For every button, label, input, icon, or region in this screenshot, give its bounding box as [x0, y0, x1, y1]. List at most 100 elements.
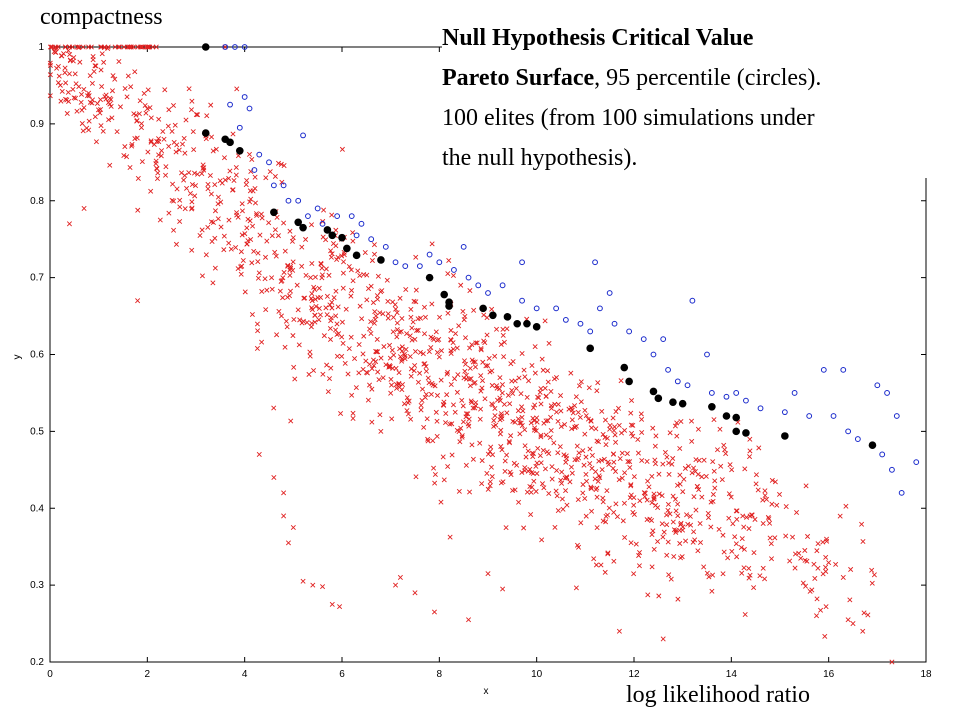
- cross-marker: [340, 285, 346, 291]
- cross-marker: [137, 44, 143, 50]
- cross-marker: [64, 110, 70, 116]
- cross-marker: [712, 478, 718, 484]
- cross-marker: [269, 233, 275, 239]
- cross-marker: [154, 165, 160, 171]
- cross-marker: [510, 418, 516, 424]
- cross-marker: [582, 407, 588, 413]
- cross-marker: [404, 395, 410, 401]
- cross-marker: [318, 260, 324, 266]
- cross-marker: [272, 227, 278, 233]
- cross-marker: [498, 443, 504, 449]
- cross-marker: [747, 448, 753, 454]
- cross-marker: [630, 433, 636, 439]
- cross-marker: [333, 243, 339, 249]
- cross-marker: [467, 288, 473, 294]
- cross-marker: [519, 350, 525, 357]
- cross-marker: [619, 475, 625, 481]
- filled-circle-point: [489, 311, 497, 320]
- cross-marker: [532, 425, 538, 431]
- cross-marker: [450, 273, 456, 279]
- cross-marker: [618, 378, 624, 384]
- cross-marker: [445, 310, 451, 316]
- cross-marker: [470, 405, 476, 411]
- cross-marker: [670, 493, 676, 499]
- cross-marker: [353, 385, 359, 391]
- cross-marker: [677, 555, 684, 561]
- filled-circle-point: [625, 377, 633, 386]
- open-circle-point: [684, 382, 691, 389]
- cross-marker: [432, 480, 438, 486]
- cross-marker: [235, 214, 241, 220]
- open-circle-point: [577, 320, 584, 327]
- cross-marker: [413, 287, 419, 293]
- open-circle-markers: [222, 44, 920, 496]
- cross-marker: [443, 410, 449, 417]
- cross-marker: [433, 329, 439, 335]
- cross-marker: [386, 363, 392, 369]
- cross-marker: [622, 470, 628, 476]
- cross-marker: [275, 233, 281, 239]
- cross-marker: [563, 488, 569, 494]
- cross-marker: [64, 97, 70, 103]
- cross-marker: [371, 251, 378, 257]
- cross-marker: [153, 158, 159, 164]
- cross-marker: [144, 106, 150, 112]
- cross-marker: [244, 177, 250, 184]
- cross-marker: [290, 235, 296, 241]
- cross-marker: [210, 280, 216, 286]
- cross-marker: [255, 259, 261, 265]
- cross-marker: [667, 430, 673, 436]
- cross-marker: [466, 617, 472, 623]
- cross-marker: [747, 572, 753, 578]
- cross-marker: [578, 379, 584, 385]
- cross-marker: [328, 248, 334, 254]
- cross-marker: [249, 312, 255, 318]
- cross-marker: [405, 400, 411, 406]
- cross-marker: [790, 534, 796, 540]
- cross-marker: [822, 633, 828, 639]
- cross-marker: [103, 92, 109, 98]
- filled-circle-point: [226, 138, 234, 147]
- cross-marker: [467, 489, 473, 495]
- cross-marker: [319, 272, 325, 278]
- cross-marker: [89, 100, 95, 106]
- cross-marker: [670, 455, 676, 461]
- cross-marker: [539, 537, 545, 543]
- cross-marker: [57, 82, 63, 88]
- cross-marker: [469, 400, 475, 406]
- cross-marker: [329, 305, 335, 311]
- cross-marker: [594, 525, 600, 531]
- cross-marker: [522, 443, 528, 449]
- cross-marker: [88, 44, 94, 50]
- cross-marker: [664, 522, 670, 528]
- cross-marker: [576, 450, 582, 456]
- cross-marker: [532, 402, 538, 408]
- cross-marker: [567, 479, 573, 485]
- cross-marker: [489, 306, 495, 312]
- cross-marker: [434, 392, 440, 398]
- cross-marker: [723, 451, 729, 457]
- cross-marker: [379, 288, 385, 294]
- cross-marker: [751, 585, 757, 591]
- open-circle-point: [465, 274, 472, 281]
- cross-marker: [678, 419, 684, 425]
- cross-marker: [357, 303, 363, 309]
- filled-circle-point: [708, 402, 716, 411]
- cross-marker: [334, 256, 340, 263]
- cross-marker: [564, 502, 570, 508]
- open-circle-point: [319, 220, 326, 227]
- cross-marker: [350, 415, 356, 421]
- cross-marker: [47, 44, 54, 50]
- open-circle-point: [660, 336, 667, 343]
- cross-marker: [889, 659, 895, 665]
- open-circle-point: [562, 317, 569, 323]
- cross-marker: [230, 187, 236, 193]
- open-circle-point: [704, 351, 710, 358]
- cross-marker: [616, 422, 622, 428]
- cross-marker: [463, 361, 469, 367]
- cross-marker: [340, 340, 346, 346]
- cross-marker: [87, 73, 93, 79]
- filled-circle-point: [742, 429, 750, 437]
- cross-marker: [263, 307, 269, 313]
- cross-marker: [219, 180, 225, 186]
